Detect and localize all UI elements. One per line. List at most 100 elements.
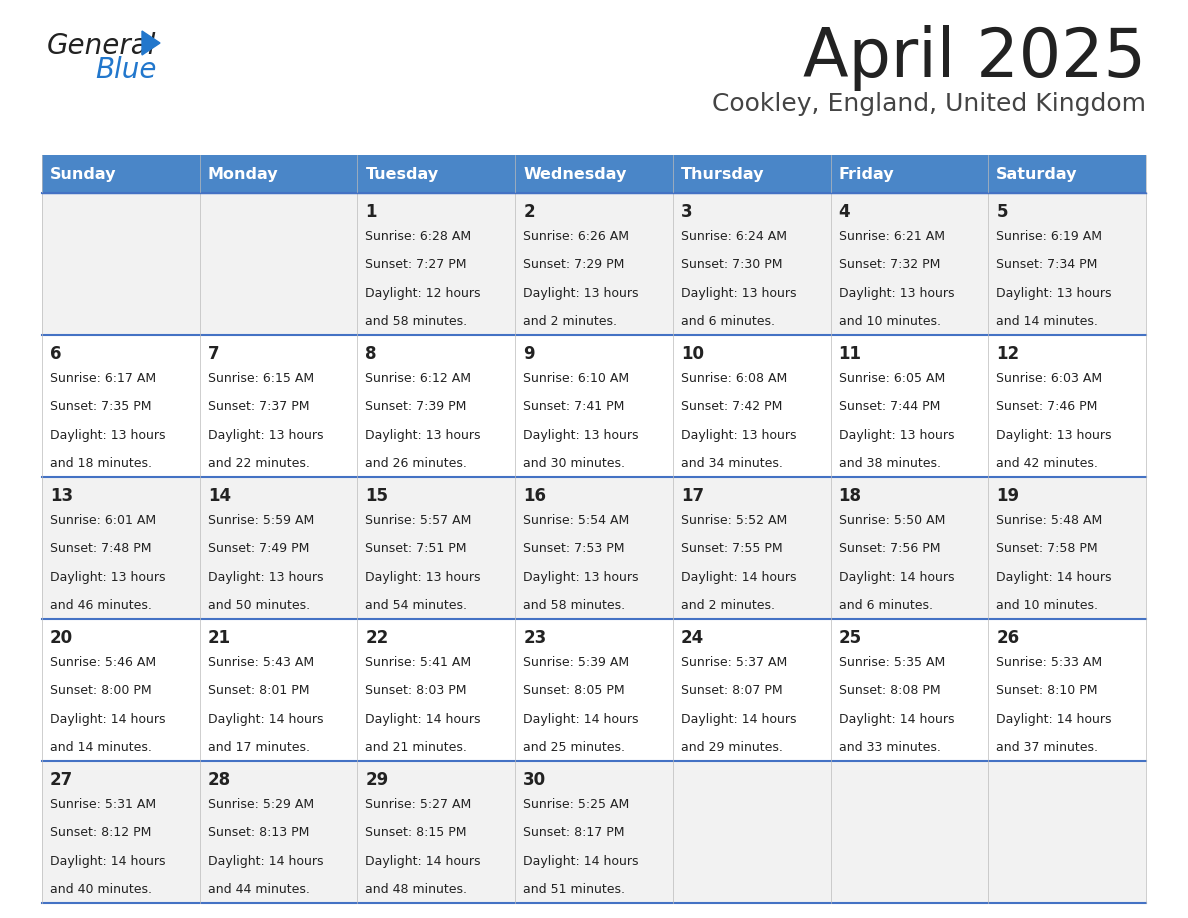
Text: and 58 minutes.: and 58 minutes.: [366, 315, 468, 328]
Text: 9: 9: [523, 345, 535, 363]
Text: Sunset: 8:12 PM: Sunset: 8:12 PM: [50, 826, 151, 839]
Text: Sunrise: 5:29 AM: Sunrise: 5:29 AM: [208, 798, 314, 811]
Text: Daylight: 13 hours: Daylight: 13 hours: [208, 429, 323, 442]
Text: Daylight: 13 hours: Daylight: 13 hours: [523, 571, 639, 584]
Text: Daylight: 14 hours: Daylight: 14 hours: [997, 571, 1112, 584]
Bar: [358, 193, 516, 335]
Text: Daylight: 13 hours: Daylight: 13 hours: [523, 286, 639, 300]
Text: 21: 21: [208, 629, 230, 647]
Bar: [988, 619, 1146, 761]
Bar: [672, 155, 830, 193]
Text: and 37 minutes.: and 37 minutes.: [997, 741, 1098, 755]
Text: and 48 minutes.: and 48 minutes.: [366, 883, 467, 896]
Text: 23: 23: [523, 629, 546, 647]
Text: Sunset: 7:58 PM: Sunset: 7:58 PM: [997, 543, 1098, 555]
Text: Daylight: 13 hours: Daylight: 13 hours: [997, 286, 1112, 300]
Bar: [42, 193, 200, 335]
Text: Daylight: 13 hours: Daylight: 13 hours: [681, 286, 796, 300]
Text: Sunset: 7:30 PM: Sunset: 7:30 PM: [681, 258, 783, 272]
Text: Daylight: 14 hours: Daylight: 14 hours: [681, 571, 796, 584]
Bar: [516, 335, 672, 477]
Text: Sunrise: 5:50 AM: Sunrise: 5:50 AM: [839, 514, 944, 527]
Text: Sunrise: 5:41 AM: Sunrise: 5:41 AM: [366, 656, 472, 669]
Text: and 30 minutes.: and 30 minutes.: [523, 457, 625, 470]
Text: 26: 26: [997, 629, 1019, 647]
Text: Sunset: 7:53 PM: Sunset: 7:53 PM: [523, 543, 625, 555]
Bar: [200, 335, 358, 477]
Text: Sunset: 8:13 PM: Sunset: 8:13 PM: [208, 826, 309, 839]
Bar: [830, 619, 988, 761]
Text: Daylight: 14 hours: Daylight: 14 hours: [366, 855, 481, 868]
Bar: [42, 477, 200, 619]
Bar: [672, 335, 830, 477]
Text: and 10 minutes.: and 10 minutes.: [997, 599, 1098, 612]
Text: Daylight: 14 hours: Daylight: 14 hours: [208, 712, 323, 726]
Text: Sunset: 8:00 PM: Sunset: 8:00 PM: [50, 685, 152, 698]
Bar: [988, 477, 1146, 619]
Text: Sunrise: 6:01 AM: Sunrise: 6:01 AM: [50, 514, 156, 527]
Text: Sunrise: 5:39 AM: Sunrise: 5:39 AM: [523, 656, 630, 669]
Text: Sunrise: 5:37 AM: Sunrise: 5:37 AM: [681, 656, 788, 669]
Text: Sunrise: 5:31 AM: Sunrise: 5:31 AM: [50, 798, 156, 811]
Text: Daylight: 13 hours: Daylight: 13 hours: [50, 429, 165, 442]
Text: and 34 minutes.: and 34 minutes.: [681, 457, 783, 470]
Text: 29: 29: [366, 771, 388, 789]
Text: Daylight: 14 hours: Daylight: 14 hours: [681, 712, 796, 726]
Text: Sunrise: 5:54 AM: Sunrise: 5:54 AM: [523, 514, 630, 527]
Text: Sunset: 7:51 PM: Sunset: 7:51 PM: [366, 543, 467, 555]
Bar: [516, 761, 672, 903]
Text: Thursday: Thursday: [681, 166, 764, 182]
Text: Sunset: 8:07 PM: Sunset: 8:07 PM: [681, 685, 783, 698]
Text: and 58 minutes.: and 58 minutes.: [523, 599, 625, 612]
Bar: [42, 155, 200, 193]
Text: and 2 minutes.: and 2 minutes.: [523, 315, 617, 328]
Text: Sunset: 8:15 PM: Sunset: 8:15 PM: [366, 826, 467, 839]
Text: and 14 minutes.: and 14 minutes.: [50, 741, 152, 755]
Text: Daylight: 13 hours: Daylight: 13 hours: [366, 429, 481, 442]
Text: Sunrise: 5:33 AM: Sunrise: 5:33 AM: [997, 656, 1102, 669]
Bar: [830, 155, 988, 193]
Text: Sunset: 7:48 PM: Sunset: 7:48 PM: [50, 543, 152, 555]
Text: Sunrise: 6:10 AM: Sunrise: 6:10 AM: [523, 372, 630, 385]
Text: 27: 27: [50, 771, 74, 789]
Bar: [358, 335, 516, 477]
Text: Daylight: 14 hours: Daylight: 14 hours: [997, 712, 1112, 726]
Bar: [988, 193, 1146, 335]
Bar: [358, 761, 516, 903]
Bar: [672, 761, 830, 903]
Text: Sunset: 7:29 PM: Sunset: 7:29 PM: [523, 258, 625, 272]
Text: Saturday: Saturday: [997, 166, 1078, 182]
Bar: [358, 477, 516, 619]
Text: 2: 2: [523, 203, 535, 221]
Text: 14: 14: [208, 487, 230, 505]
Text: Sunset: 7:32 PM: Sunset: 7:32 PM: [839, 258, 940, 272]
Text: Blue: Blue: [95, 56, 157, 84]
Text: Sunset: 7:35 PM: Sunset: 7:35 PM: [50, 400, 152, 413]
Text: 16: 16: [523, 487, 546, 505]
Bar: [516, 155, 672, 193]
Text: Sunset: 7:44 PM: Sunset: 7:44 PM: [839, 400, 940, 413]
Text: 18: 18: [839, 487, 861, 505]
Text: Daylight: 14 hours: Daylight: 14 hours: [839, 571, 954, 584]
Text: Sunrise: 6:12 AM: Sunrise: 6:12 AM: [366, 372, 472, 385]
Text: and 10 minutes.: and 10 minutes.: [839, 315, 941, 328]
Text: Sunset: 8:05 PM: Sunset: 8:05 PM: [523, 685, 625, 698]
Text: Sunrise: 5:48 AM: Sunrise: 5:48 AM: [997, 514, 1102, 527]
Text: and 25 minutes.: and 25 minutes.: [523, 741, 625, 755]
Text: 4: 4: [839, 203, 851, 221]
Text: Sunset: 8:17 PM: Sunset: 8:17 PM: [523, 826, 625, 839]
Text: Daylight: 14 hours: Daylight: 14 hours: [208, 855, 323, 868]
Text: 15: 15: [366, 487, 388, 505]
Text: Daylight: 13 hours: Daylight: 13 hours: [208, 571, 323, 584]
Text: General: General: [48, 32, 157, 60]
Bar: [830, 193, 988, 335]
Text: Sunrise: 6:17 AM: Sunrise: 6:17 AM: [50, 372, 156, 385]
Text: and 21 minutes.: and 21 minutes.: [366, 741, 467, 755]
Text: 3: 3: [681, 203, 693, 221]
Text: 30: 30: [523, 771, 546, 789]
Text: Sunset: 8:08 PM: Sunset: 8:08 PM: [839, 685, 940, 698]
Bar: [830, 335, 988, 477]
Bar: [672, 477, 830, 619]
Text: Tuesday: Tuesday: [366, 166, 438, 182]
Text: Sunrise: 5:25 AM: Sunrise: 5:25 AM: [523, 798, 630, 811]
